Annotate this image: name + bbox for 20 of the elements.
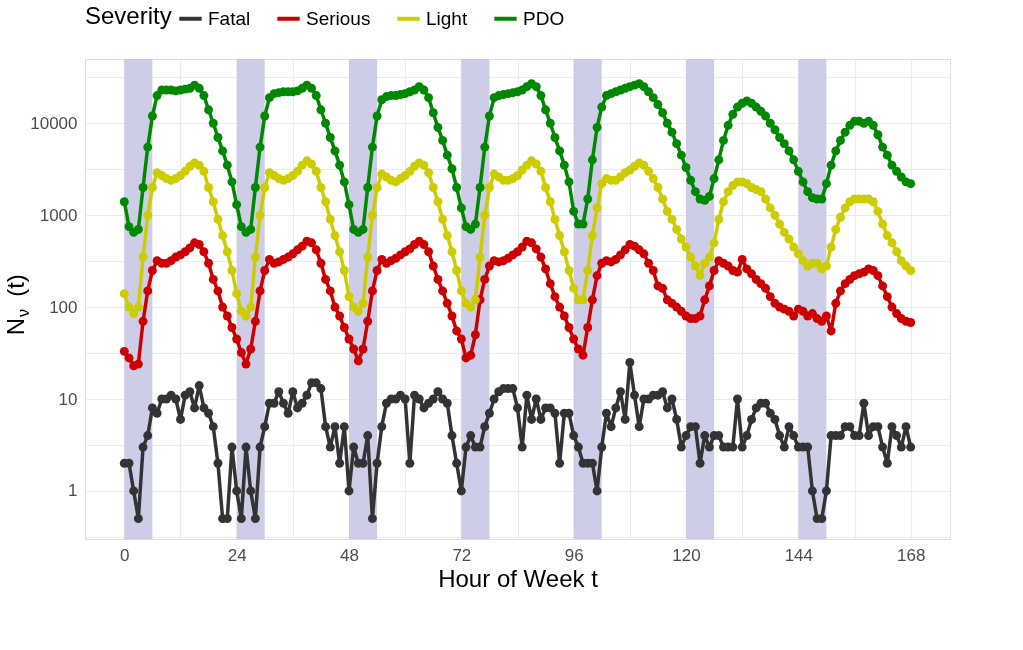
x-tick-label: 144 [784,545,814,565]
y-tick-label: 1 [68,481,78,501]
legend-label: Fatal [208,7,251,29]
y-tick-label: 10000 [30,113,78,133]
y-tick-label: 10 [58,389,78,409]
legend-title: Severity [85,2,172,29]
x-tick-label: 48 [340,545,359,565]
legend-label: Light [426,7,468,29]
x-tick-label: 168 [896,545,926,565]
legend-label: PDO [523,7,565,29]
y-tick-label: 100 [49,297,78,317]
legend-label: Serious [306,7,371,29]
x-tick-label: 0 [120,545,130,565]
y-axis-title: Nν(t) [2,274,32,336]
x-tick-label: 72 [452,545,472,565]
x-tick-label: 96 [564,545,584,565]
y-tick-label: 1000 [39,205,78,225]
x-axis-title: Hour of Week t [438,564,599,592]
x-tick-label: 120 [672,545,701,565]
x-tick-label: 24 [227,545,247,565]
